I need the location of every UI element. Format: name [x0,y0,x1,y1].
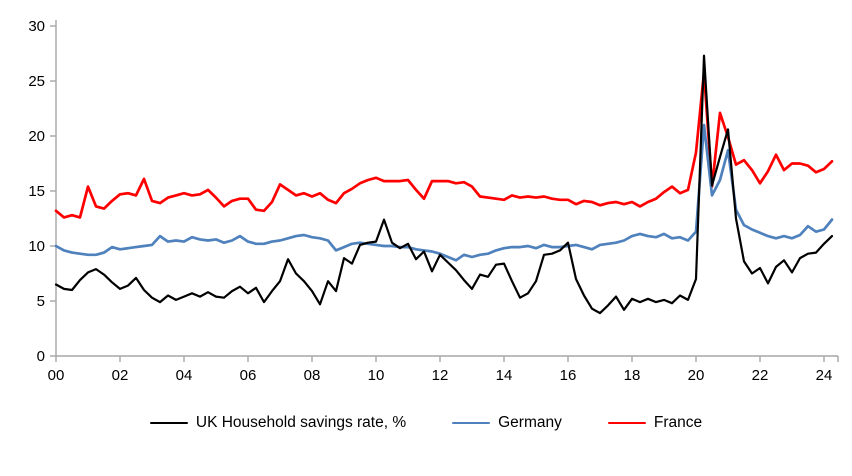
svg-text:24: 24 [816,367,833,384]
france-legend-label: France [653,414,703,431]
svg-text:16: 16 [560,367,577,384]
svg-text:0: 0 [37,348,45,365]
legend: UK Household savings rate, % Germany Fra… [0,414,852,432]
svg-text:5: 5 [37,293,45,310]
svg-text:10: 10 [28,238,45,255]
series-lines [54,54,834,315]
germany-line-swatch [452,421,491,425]
france-line-swatch [607,421,646,425]
uk-line-swatch [149,421,188,425]
x-axis: 00 02 04 06 08 10 12 14 16 18 20 22 24 [48,355,839,384]
svg-text:30: 30 [28,18,45,35]
svg-text:04: 04 [176,367,193,384]
svg-text:14: 14 [496,367,513,384]
svg-text:15: 15 [28,183,45,200]
svg-text:08: 08 [304,367,321,384]
y-axis: 0 5 10 15 20 25 30 [28,18,57,365]
legend-item-france: France [607,414,703,432]
uk-legend-label: UK Household savings rate, % [195,414,407,431]
svg-text:18: 18 [624,367,641,384]
svg-text:12: 12 [432,367,449,384]
svg-text:20: 20 [688,367,705,384]
svg-text:06: 06 [240,367,257,384]
plot-area: 0 5 10 15 20 25 30 00 02 04 06 08 10 12 14 16 18 20 22 24 [28,18,839,384]
svg-text:00: 00 [48,367,65,384]
uk-series-line [54,54,834,315]
svg-text:10: 10 [368,367,385,384]
germany-series-line [54,123,834,262]
svg-text:22: 22 [752,367,769,384]
svg-text:20: 20 [28,128,45,145]
legend-item-germany: Germany [452,414,562,432]
legend-item-uk: UK Household savings rate, % [149,414,407,432]
germany-legend-label: Germany [498,414,562,431]
france-series-line [54,70,834,219]
svg-text:25: 25 [28,73,45,90]
svg-text:02: 02 [112,367,129,384]
